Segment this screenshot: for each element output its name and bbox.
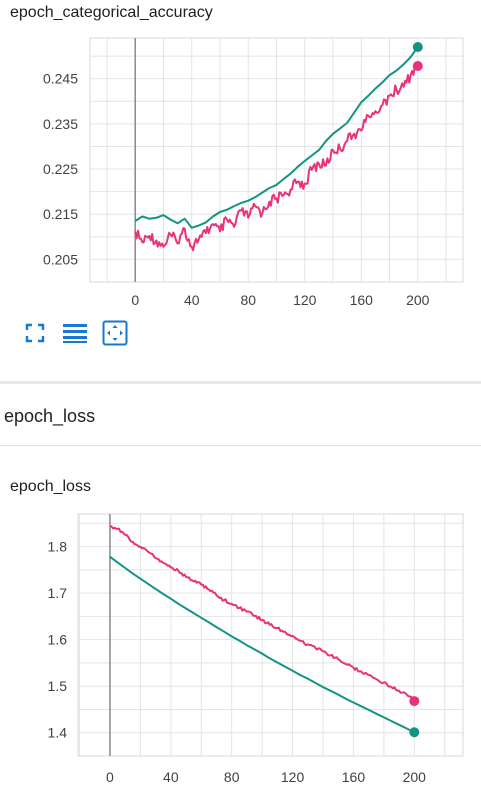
acc-x-tick-label: 160 [350,292,374,308]
loss-x-tick-label: 160 [342,769,366,785]
loss-y-tick-label: 1.6 [48,632,68,648]
acc-x-tick-label: 80 [240,292,256,308]
legend-toggle-button[interactable] [62,320,88,346]
loss-series-line-0 [109,524,415,703]
loss-x-tick-label: 40 [163,769,179,785]
acc-series-endpoint-0[interactable] [412,42,423,53]
loss-y-tick-label: 1.4 [48,725,68,741]
acc-series-line-0 [134,46,419,229]
acc-y-tick-label: 0.215 [43,206,78,222]
section-title: epoch_loss [4,406,96,426]
acc-x-tick-label: 120 [293,292,317,308]
loss-plot-frame [77,513,464,757]
loss-series-line-1 [109,555,415,734]
acc-y-tick-label: 0.205 [43,251,78,267]
loss-series-endpoint-0[interactable] [409,696,420,707]
acc-y-tick-label: 0.245 [43,71,78,87]
acc-y-tick-label: 0.225 [43,161,78,177]
loss-series-endpoint-1[interactable] [409,727,420,738]
acc-plot-frame [89,37,464,283]
acc-x-tick-label: 40 [184,292,200,308]
loss-y-tick-label: 1.7 [48,585,68,601]
loss-chart-title: epoch_loss [10,478,91,495]
legend-toggle-icon [63,324,87,343]
fit-domain-button[interactable] [102,320,128,346]
accuracy-chart[interactable]: 0.205 0.215 0.225 0.235 0.245 0 40 80 120 160 200 [0,0,481,316]
acc-series-endpoint-1[interactable] [412,61,423,72]
chart-toolbar [22,320,142,346]
acc-x-tick-label: 0 [131,292,139,308]
acc-series-line-1 [134,64,419,252]
loss-chart[interactable]: 1.4 1.5 1.6 1.7 1.8 0 40 80 120 160 200 [0,470,481,790]
loss-x-tick-label: 120 [281,769,305,785]
loss-x-tick-label: 80 [224,769,240,785]
fullscreen-button[interactable] [22,320,48,346]
acc-y-tick-label: 0.235 [43,116,78,132]
card-divider [0,381,481,384]
acc-x-tick-label: 200 [406,292,430,308]
fullscreen-icon [25,323,45,343]
accuracy-chart-title: epoch_categorical_accuracy [10,4,213,21]
loss-x-tick-label: 200 [403,769,427,785]
loss-y-tick-label: 1.8 [48,539,68,555]
loss-x-tick-label: 0 [106,769,114,785]
section-divider [0,445,481,446]
loss-y-tick-label: 1.5 [48,678,68,694]
fit-domain-icon [102,320,128,346]
